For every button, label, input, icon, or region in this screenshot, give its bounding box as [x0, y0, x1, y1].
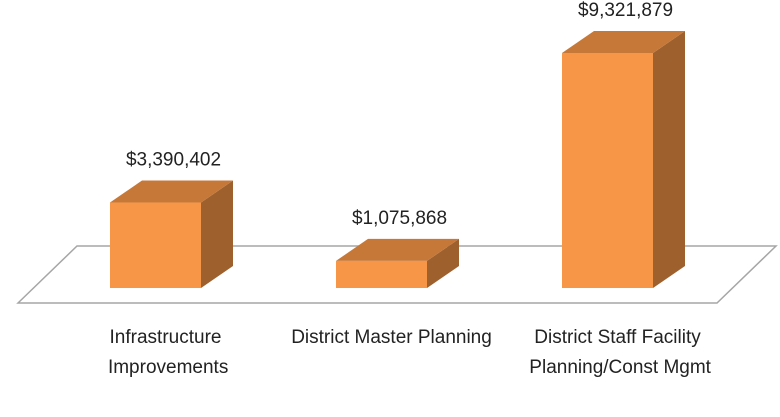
bar-side	[201, 180, 233, 288]
bar	[110, 180, 233, 288]
bar-side	[653, 31, 685, 288]
bar	[336, 238, 459, 288]
x-tick-label: Infrastructure Improvements	[103, 327, 229, 378]
label-line: District Master Planning	[291, 327, 492, 348]
value-label: $1,075,868	[352, 208, 447, 229]
value-label: $3,390,402	[126, 150, 221, 171]
x-tick-label: District Master Planning	[291, 327, 492, 348]
bar-top	[336, 238, 459, 261]
bar-top	[562, 31, 685, 53]
bar-front	[110, 202, 201, 288]
bar	[562, 31, 685, 288]
value-label: $9,321,879	[578, 0, 673, 21]
bar-front	[562, 53, 653, 288]
bar-top	[110, 180, 233, 203]
x-tick-label: District Staff Facility Planning/Const M…	[524, 327, 712, 378]
bar-front	[336, 260, 427, 288]
label-line: District Staff Facility	[534, 327, 701, 348]
bar-side	[427, 238, 459, 288]
label-line: Infrastructure	[110, 327, 222, 348]
label-line: Planning/Const Mgmt	[524, 357, 712, 378]
label-line: Improvements	[103, 357, 229, 378]
